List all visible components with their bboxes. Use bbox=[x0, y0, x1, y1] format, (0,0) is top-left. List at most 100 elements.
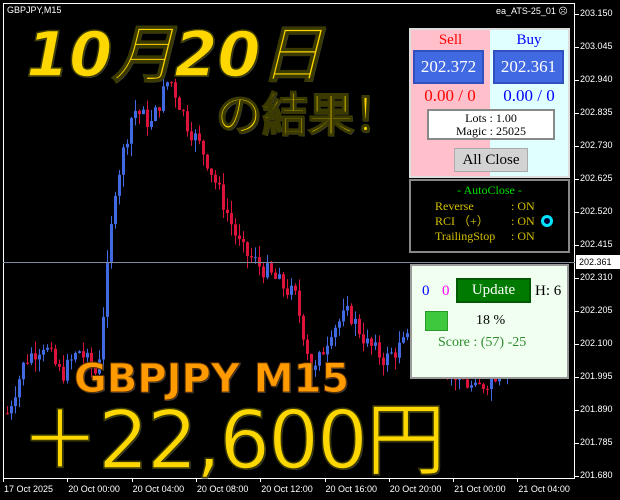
price-tick-mark bbox=[575, 344, 579, 345]
candle-body bbox=[234, 224, 237, 236]
price-tick: 202.730 bbox=[580, 140, 613, 150]
candle-body bbox=[30, 353, 33, 363]
lots-value: Lots : 1.00 bbox=[465, 111, 517, 125]
price-tick: 203.045 bbox=[580, 41, 613, 51]
price-tick-mark bbox=[575, 47, 579, 48]
price-tick: 201.785 bbox=[580, 437, 613, 447]
candle-body bbox=[298, 290, 301, 316]
ea-name: ea_ATS-25_01 bbox=[496, 6, 556, 16]
candle-body bbox=[122, 147, 125, 175]
candle-body bbox=[382, 357, 385, 366]
ea-label: ea_ATS-25_01 ☹ bbox=[496, 6, 568, 17]
candle-body bbox=[54, 348, 57, 365]
candle-body bbox=[338, 321, 341, 328]
time-tick-mark bbox=[388, 478, 390, 482]
price-tick-mark bbox=[575, 278, 579, 279]
time-axis-line bbox=[3, 478, 575, 479]
current-price-line bbox=[3, 262, 575, 263]
candle-body bbox=[274, 272, 277, 279]
price-tick: 202.415 bbox=[580, 239, 613, 249]
candle-body bbox=[266, 263, 269, 278]
candle-body bbox=[34, 353, 37, 360]
candle-body bbox=[262, 266, 265, 278]
candle-body bbox=[354, 318, 357, 324]
h-label: H: 6 bbox=[535, 283, 562, 299]
chart-frame bbox=[3, 3, 575, 479]
time-tick: 20 Oct 16:00 bbox=[325, 484, 378, 494]
candle-body bbox=[242, 239, 245, 243]
candle-body bbox=[250, 256, 253, 258]
candle-body bbox=[142, 109, 145, 115]
candle-body bbox=[166, 82, 169, 87]
candle-body bbox=[70, 359, 73, 361]
candle-body bbox=[306, 339, 309, 354]
candle-body bbox=[342, 310, 345, 322]
candle-body bbox=[90, 352, 93, 368]
candle-body bbox=[22, 362, 25, 380]
candle-body bbox=[78, 351, 81, 353]
candle-body bbox=[174, 82, 177, 98]
time-tick: 20 Oct 08:00 bbox=[196, 484, 249, 494]
candle-body bbox=[178, 97, 181, 110]
time-tick: 21 Oct 04:00 bbox=[518, 484, 570, 494]
autoclose-panel: - AutoClose - Reverse : ON RCI （+） : ON … bbox=[409, 179, 570, 253]
price-tick-mark bbox=[575, 113, 579, 114]
candle-body bbox=[366, 338, 369, 344]
candle-body bbox=[106, 261, 109, 317]
price-tick: 202.520 bbox=[580, 206, 613, 216]
overlay-pair: GBPJPY M15 bbox=[73, 356, 350, 402]
candle-body bbox=[230, 213, 233, 225]
candle-body bbox=[378, 342, 381, 358]
candle-body bbox=[74, 352, 77, 360]
candle-body bbox=[50, 347, 53, 349]
overlay-profit: ＋22,600円 bbox=[19, 394, 446, 487]
update-panel: 0 0 Update H: 6 18 % Score : (57) -25 bbox=[410, 264, 569, 379]
time-tick: 20 Oct 20:00 bbox=[389, 484, 442, 494]
sell-button[interactable]: 202.372 bbox=[413, 50, 484, 84]
price-tick: 201.995 bbox=[580, 371, 613, 381]
candle-body bbox=[474, 382, 477, 386]
candle-body bbox=[14, 397, 17, 407]
candle-body bbox=[282, 274, 285, 289]
lots-magic-box: Lots : 1.00 Magic : 25025 bbox=[427, 109, 555, 140]
buy-button[interactable]: 202.361 bbox=[493, 50, 564, 84]
candle-body bbox=[134, 110, 137, 119]
candle-body bbox=[278, 274, 281, 279]
candle-body bbox=[482, 384, 485, 389]
time-tick-mark bbox=[195, 478, 197, 482]
time-tick: 20 Oct 00:00 bbox=[68, 484, 120, 494]
candle-body bbox=[226, 209, 229, 214]
price-tick-mark bbox=[575, 377, 579, 378]
time-tick-mark bbox=[517, 478, 519, 482]
price-tick: 201.890 bbox=[580, 404, 613, 414]
overlay-date: 10月20日 bbox=[25, 18, 323, 91]
candle-body bbox=[206, 154, 209, 169]
price-tick-mark bbox=[575, 311, 579, 312]
time-tick: 17 Oct 2025 bbox=[4, 484, 54, 494]
price-tick-mark bbox=[575, 14, 579, 15]
candle-body bbox=[398, 342, 401, 358]
all-close-button[interactable]: All Close bbox=[454, 148, 528, 172]
candle-body bbox=[254, 257, 257, 259]
candle-body bbox=[82, 351, 85, 358]
candle-body bbox=[110, 224, 113, 262]
price-tick: 202.835 bbox=[580, 107, 613, 117]
candle-body bbox=[478, 382, 481, 385]
candle-body bbox=[374, 342, 377, 346]
sad-face-icon: ☹ bbox=[558, 6, 568, 16]
candle-body bbox=[334, 327, 337, 338]
candle-body bbox=[190, 131, 193, 141]
candle-body bbox=[302, 315, 305, 340]
candle-body bbox=[154, 107, 157, 121]
time-tick-mark bbox=[67, 478, 69, 482]
candle-body bbox=[66, 359, 69, 381]
rci-label: RCI （+） bbox=[435, 214, 489, 228]
candle-body bbox=[202, 140, 205, 155]
candle-body bbox=[186, 111, 189, 132]
candle-body bbox=[194, 133, 197, 141]
percent-label: 18 % bbox=[476, 313, 506, 328]
candle-body bbox=[98, 359, 101, 374]
update-button[interactable]: Update bbox=[456, 278, 531, 303]
sell-pl: 0.00 / 0 bbox=[424, 86, 476, 105]
trailing-value: : ON bbox=[511, 229, 535, 243]
